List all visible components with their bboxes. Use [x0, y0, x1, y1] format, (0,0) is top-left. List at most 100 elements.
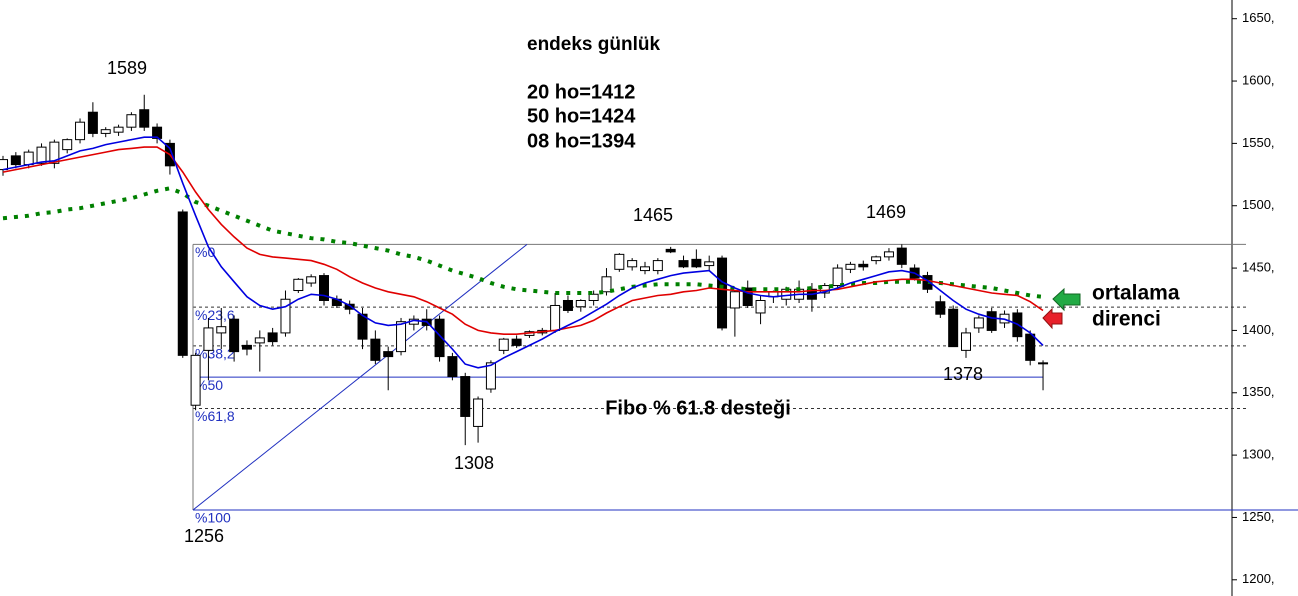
candle-body [216, 326, 227, 334]
candle-body [100, 129, 111, 134]
candle-body [344, 303, 355, 310]
candle-body [819, 285, 830, 294]
y-tick-label: 1400, [1242, 322, 1275, 337]
candle-body [678, 260, 689, 268]
candle-body [383, 351, 394, 358]
candle-body [485, 362, 496, 390]
candle-body [319, 275, 329, 301]
y-tick-label: 1200, [1242, 571, 1275, 586]
fibo-label: %38,2 [195, 346, 235, 362]
candle-body [139, 109, 150, 128]
candle-body [1038, 362, 1049, 365]
candle-body [370, 338, 381, 361]
candle-body [1025, 333, 1036, 361]
candle-body [152, 126, 163, 139]
candle-body [883, 251, 894, 258]
candle-body [961, 332, 971, 351]
candle-body [511, 338, 522, 346]
candle-body [229, 318, 240, 353]
annotation: Fibo % 61.8 desteği [605, 397, 791, 419]
annotation: 1465 [633, 205, 673, 225]
candle-body [973, 317, 984, 329]
y-tick-label: 1550, [1242, 135, 1275, 150]
candle-body [729, 291, 740, 309]
candle-body [126, 114, 137, 128]
candle-body [704, 261, 715, 267]
candle-body [267, 332, 278, 343]
candle-body [396, 321, 407, 353]
annotation: direnci [1092, 308, 1161, 331]
candle-body [755, 299, 766, 314]
annotation: 20 ho=1412 [527, 81, 635, 103]
fibo-label: %0 [195, 244, 215, 260]
fibo-label: %23,6 [195, 307, 235, 323]
candle-body [922, 275, 933, 290]
fibo-label: %61,8 [195, 408, 235, 424]
candle-body [473, 398, 484, 427]
candle-body [113, 126, 124, 133]
candle-body [640, 266, 650, 272]
fibo-label: %100 [195, 510, 231, 526]
candle-body [62, 139, 73, 151]
candle-body [36, 146, 47, 164]
candle-body [562, 299, 573, 311]
annotation: 1378 [943, 364, 983, 384]
candle-body [588, 293, 599, 301]
fibo-label: %50 [195, 377, 223, 393]
candle-body [23, 151, 34, 166]
candle-body [75, 121, 86, 141]
moving-average [2, 186, 1044, 299]
annotation: 1589 [107, 58, 147, 78]
candle-body [0, 159, 8, 171]
candle-body [614, 253, 625, 270]
annotation: endeks günlük [527, 34, 660, 55]
candle-body [10, 155, 21, 166]
green-arrow [1052, 287, 1081, 312]
trend-line [192, 243, 528, 511]
candle-body [203, 327, 214, 351]
candle-body [601, 276, 612, 293]
y-tick-label: 1350, [1242, 384, 1275, 399]
candle-body [87, 111, 98, 134]
y-tick-label: 1250, [1242, 509, 1275, 524]
candle-body [575, 299, 586, 308]
candle-body [49, 141, 60, 164]
candle-body [460, 376, 471, 417]
candle-body [858, 263, 869, 268]
y-tick-label: 1500, [1242, 197, 1275, 212]
candle-body [652, 260, 663, 272]
annotation: 1469 [866, 202, 906, 222]
candle-body [306, 276, 317, 284]
annotation: 1256 [184, 526, 224, 546]
y-tick-label: 1650, [1242, 10, 1275, 25]
annotation: 08 ho=1394 [527, 130, 636, 152]
candle-body [498, 338, 509, 351]
annotation: 50 ho=1424 [527, 105, 636, 127]
candle-body [665, 248, 676, 253]
candle-body [871, 256, 882, 262]
candle-body [280, 298, 291, 334]
candle-body [357, 313, 368, 340]
candle-body [447, 356, 458, 378]
candle-body [190, 354, 201, 406]
candle-body [896, 247, 907, 265]
moving-average [2, 146, 1044, 335]
candle-body [550, 304, 561, 331]
candle-body [845, 263, 856, 270]
candle-body [254, 337, 265, 344]
red-arrow [1042, 307, 1063, 330]
candle-body [832, 267, 843, 287]
candle-body [293, 278, 304, 292]
annotation: 1308 [454, 453, 494, 473]
candle-body [742, 287, 753, 306]
candle-body [948, 308, 959, 348]
y-tick-label: 1300, [1242, 447, 1275, 462]
candle-body [627, 260, 638, 268]
candle-body [691, 258, 702, 268]
candle-body [986, 311, 997, 331]
moving-average [2, 136, 1044, 369]
candle-body [241, 344, 252, 350]
candle-body [434, 318, 445, 358]
candle-body [717, 257, 728, 329]
